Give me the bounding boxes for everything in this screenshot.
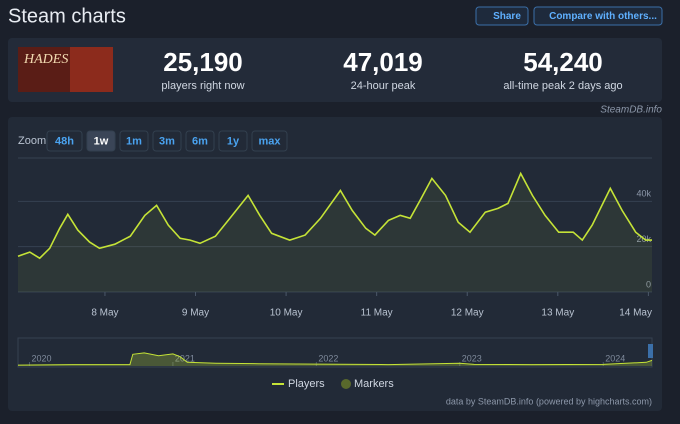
line — [17, 171, 652, 260]
zoom-button[interactable] — [86, 130, 116, 152]
stat-label: all-time peak 2 days ago — [503, 80, 622, 92]
zoom-button-label[interactable]: 1m — [126, 135, 142, 147]
zoom-button[interactable] — [218, 130, 248, 152]
zoom-button-label[interactable]: 6m — [192, 135, 208, 147]
page-title: Steam charts — [8, 5, 126, 27]
zoom-button-label[interactable]: 48h — [55, 135, 74, 147]
legend-swatch — [341, 379, 351, 389]
x-tick-label: 9 May — [182, 308, 209, 319]
stat-value: 25,190 — [163, 47, 243, 77]
zoom-button[interactable] — [119, 130, 149, 152]
logo-art — [70, 47, 113, 92]
zoom-button[interactable] — [152, 130, 182, 152]
zoom-button[interactable] — [185, 130, 215, 152]
x-tick-label: 10 May — [270, 308, 303, 319]
stats-panel — [8, 38, 662, 102]
header-button[interactable] — [533, 6, 663, 26]
zoom-button-label[interactable]: max — [258, 135, 281, 147]
x-tick-label: 2023 — [462, 353, 482, 363]
zoom-button-label[interactable]: 1y — [227, 135, 240, 147]
zoom-button[interactable] — [251, 130, 288, 152]
zoom-label: Zoom — [18, 135, 46, 147]
header-button-label[interactable]: Share — [493, 11, 521, 22]
stat-label: players right now — [161, 80, 244, 92]
zoom-button-label[interactable]: 3m — [159, 135, 175, 147]
area — [18, 352, 652, 366]
zoom-button-label[interactable]: 1w — [94, 135, 109, 147]
line — [17, 352, 653, 366]
zoom-button[interactable] — [46, 130, 83, 152]
x-tick-label: 14 May — [619, 308, 652, 319]
y-tick-label: 40k — [636, 189, 651, 199]
x-tick-label: 2021 — [175, 353, 195, 363]
legend-label[interactable]: Markers — [354, 378, 394, 390]
legend-label[interactable]: Players — [288, 378, 325, 390]
stat-value: 47,019 — [343, 47, 423, 77]
source: SteamDB.info — [600, 105, 662, 116]
credit: data by SteamDB.info (powered by highcha… — [446, 396, 652, 406]
x-tick-label: 2022 — [318, 353, 338, 363]
header-button[interactable] — [475, 6, 529, 26]
x-tick-label: 12 May — [451, 308, 484, 319]
area — [18, 173, 652, 292]
logo-text: HADES — [23, 52, 68, 67]
x-tick-label: 2024 — [605, 353, 625, 363]
stat-value: 54,240 — [523, 47, 603, 77]
x-tick-label: 13 May — [541, 308, 574, 319]
header-button-label[interactable]: Compare with others... — [549, 11, 657, 22]
stat-label: 24-hour peak — [351, 80, 416, 92]
x-tick-label: 11 May — [361, 308, 393, 319]
x-tick-label: 8 May — [91, 308, 118, 319]
y-tick-label: 0 — [646, 279, 651, 289]
navigator-handle[interactable] — [648, 344, 653, 358]
x-tick-label: 2020 — [31, 353, 51, 363]
